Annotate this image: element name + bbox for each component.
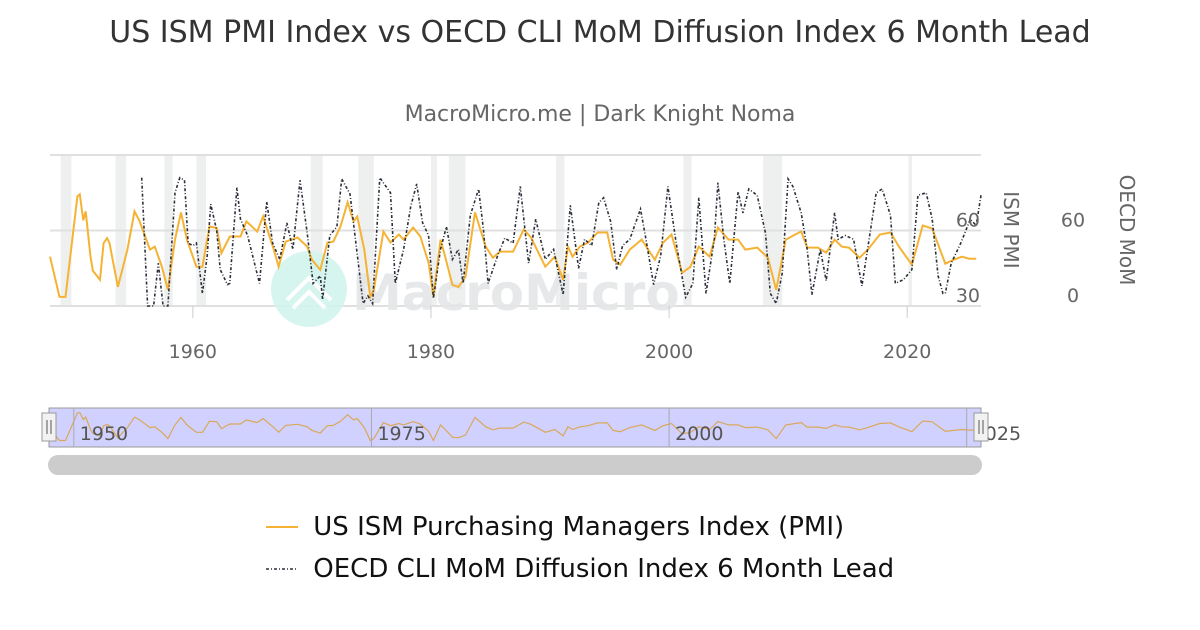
watermark-text: MacroMicro bbox=[352, 264, 680, 322]
navigator-handle-left[interactable] bbox=[41, 412, 57, 442]
y-axis-title-pmi: ISM PMI bbox=[999, 191, 1023, 268]
navigator-tick-label: 2000 bbox=[675, 423, 723, 445]
handle-grip-icon[interactable] bbox=[41, 412, 57, 442]
watermark-circle-icon bbox=[271, 251, 347, 327]
y-tick-label-oecd: 0 bbox=[1067, 285, 1079, 307]
legend-line-dotted-icon bbox=[266, 568, 298, 570]
handle-grip-icon[interactable] bbox=[973, 412, 989, 442]
legend-line-solid-icon bbox=[266, 526, 298, 528]
chart-title: US ISM PMI Index vs OECD CLI MoM Diffusi… bbox=[109, 15, 1091, 50]
legend-item-oecd[interactable]: OECD CLI MoM Diffusion Index 6 Month Lea… bbox=[265, 554, 894, 584]
navigator-handle-right[interactable] bbox=[973, 412, 989, 442]
x-tick-label: 1960 bbox=[169, 341, 217, 363]
navigator-scrollbar[interactable] bbox=[48, 455, 982, 475]
legend-label: OECD CLI MoM Diffusion Index 6 Month Lea… bbox=[313, 554, 895, 584]
navigator-tick-label: 1975 bbox=[377, 423, 425, 445]
series-line-pmi bbox=[49, 192, 977, 301]
navigator[interactable]: 1950 1975 2000 2025 bbox=[41, 407, 1021, 448]
watermark-logo: MacroMicro bbox=[271, 251, 680, 327]
x-tick-label: 2000 bbox=[645, 341, 693, 363]
x-tick-label: 2020 bbox=[883, 341, 931, 363]
legend-label: US ISM Purchasing Managers Index (PMI) bbox=[313, 512, 845, 542]
y-axis-title-oecd: OECD MoM bbox=[1115, 175, 1139, 286]
x-tick-label: 1980 bbox=[407, 341, 455, 363]
y-tick-label-pmi: 60 bbox=[956, 210, 980, 232]
navigator-tick-label: 1950 bbox=[80, 423, 128, 445]
legend-item-pmi[interactable]: US ISM Purchasing Managers Index (PMI) bbox=[265, 512, 844, 542]
y-tick-label-oecd: 60 bbox=[1061, 210, 1085, 232]
y-tick-label-pmi: 30 bbox=[956, 285, 980, 307]
chart-subtitle: MacroMicro.me | Dark Knight Noma bbox=[404, 102, 796, 127]
navigator-series-line bbox=[49, 411, 977, 442]
